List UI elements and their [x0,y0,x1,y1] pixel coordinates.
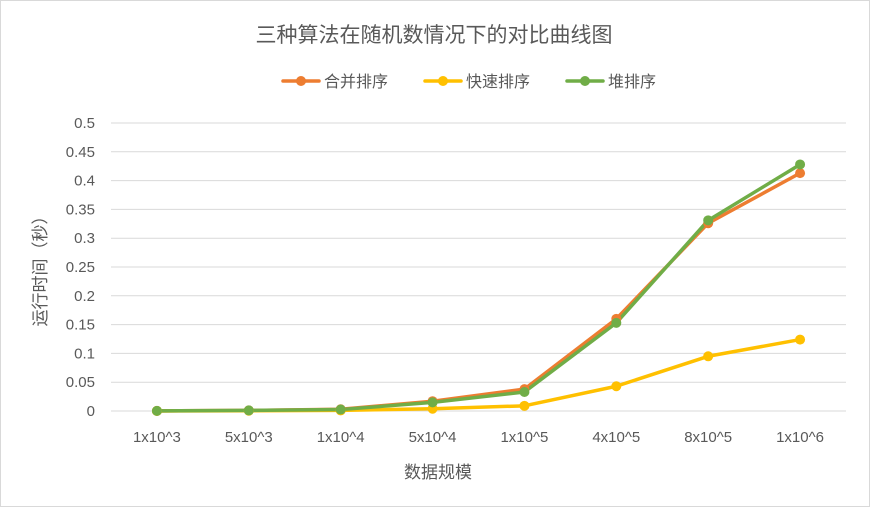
legend-marker [296,76,306,86]
data-point [703,351,714,362]
legend: 合并排序 快速排序 堆排序 [281,72,656,91]
x-tick-label: 1x10^5 [500,429,548,446]
legend-marker [580,76,590,86]
series-line [155,337,802,413]
legend-label: 堆排序 [608,72,656,91]
y-tick-label: 0.4 [74,173,95,190]
y-axis-ticks: 0 0.05 0.1 0.15 0.2 0.25 0.3 0.35 0.4 0.45 0.5 [66,115,95,420]
y-tick-label: 0.5 [74,115,95,132]
data-point [611,317,622,328]
data-point [519,386,530,397]
data-point [151,405,162,416]
data-point [795,334,806,345]
data-point [611,381,622,392]
y-tick-label: 0.35 [66,201,95,218]
x-tick-label: 1x10^3 [133,429,181,446]
y-tick-label: 0.25 [66,259,95,276]
legend-label: 快速排序 [466,72,530,91]
data-point [519,400,530,411]
data-point [795,159,806,170]
x-tick-label: 1x10^6 [776,429,824,446]
series-line [155,162,802,413]
y-tick-label: 0.05 [66,374,95,391]
gridlines [111,122,846,412]
legend-label: 合并排序 [324,72,388,91]
x-tick-label: 5x10^3 [225,429,273,446]
series-group [151,159,806,416]
data-point [427,397,438,408]
x-axis-ticks: 1x10^3 5x10^3 1x10^4 5x10^4 1x10^5 4x10^5 8x10… [133,429,824,446]
x-tick-label: 4x10^5 [592,429,640,446]
y-tick-label: 0 [87,403,95,420]
legend-marker [438,76,448,86]
chart-title: 三种算法在随机数情况下的对比曲线图 [256,23,613,47]
x-tick-label: 1x10^4 [317,429,365,446]
data-point [795,168,806,179]
y-tick-label: 0.15 [66,317,95,334]
y-tick-label: 0.45 [66,144,95,161]
series-line [155,171,802,413]
data-point [243,405,254,416]
y-tick-label: 0.3 [74,230,95,247]
x-tick-label: 5x10^4 [409,429,457,446]
data-point [703,215,714,226]
y-axis-title: 运行时间（秒） [31,208,51,327]
y-tick-label: 0.2 [74,288,95,305]
x-tick-label: 8x10^5 [684,429,732,446]
x-axis-title: 数据规模 [404,463,472,483]
y-tick-label: 0.1 [74,345,95,362]
data-point [335,404,346,415]
